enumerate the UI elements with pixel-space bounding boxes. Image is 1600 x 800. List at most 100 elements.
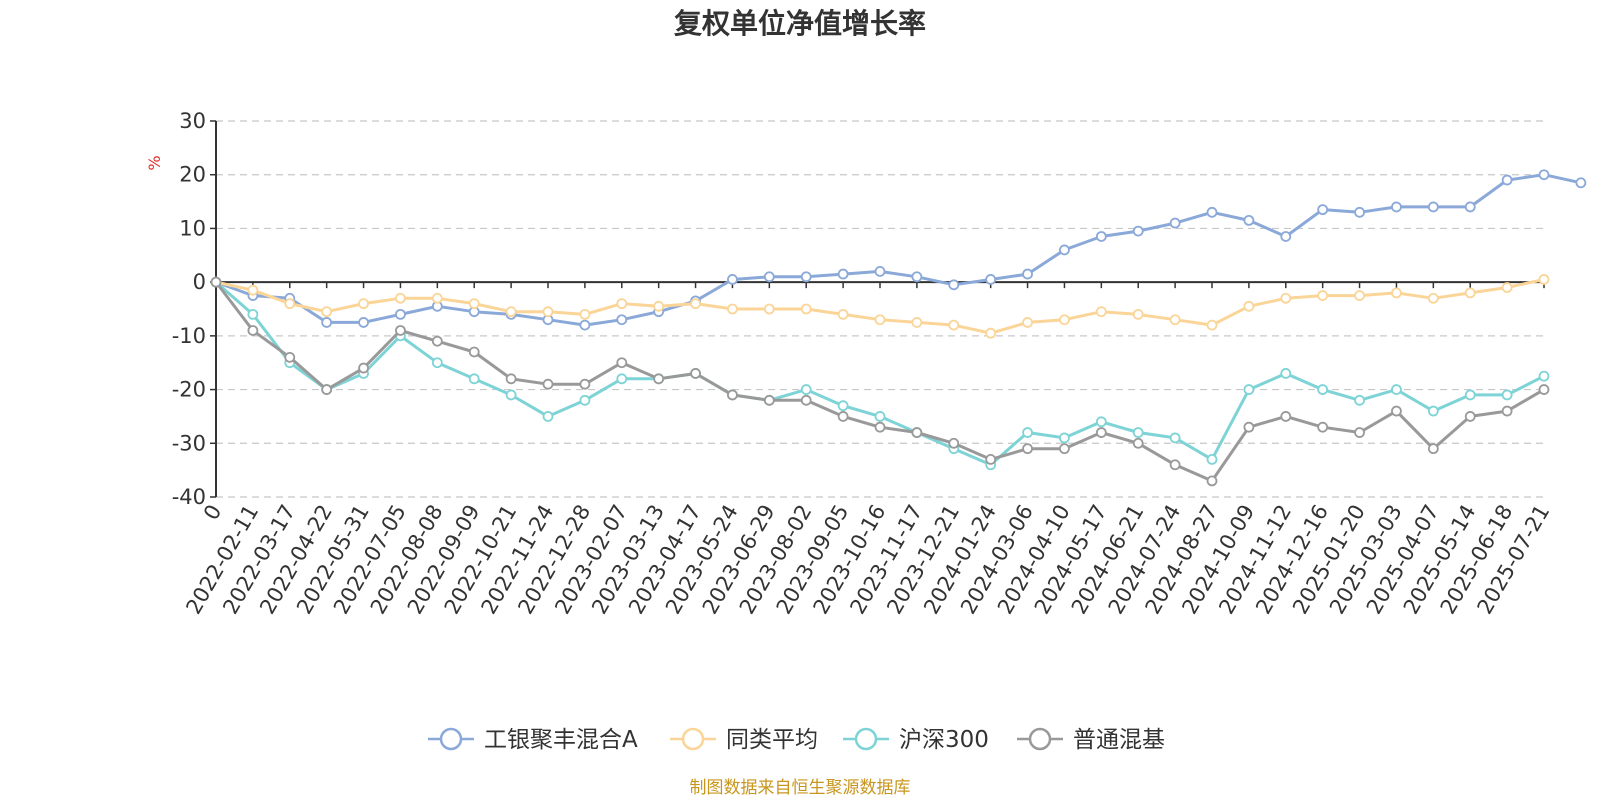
- data-point: [1280, 411, 1292, 422]
- series-lines: [210, 169, 1587, 487]
- y-tick-label: -30: [172, 431, 206, 455]
- data-point: [431, 292, 443, 304]
- data-point: [1169, 217, 1181, 229]
- data-point: [1538, 370, 1550, 382]
- data-point: [1022, 268, 1033, 280]
- legend-circle-icon: [681, 727, 705, 751]
- data-point: [358, 317, 369, 328]
- data-point: [210, 276, 222, 288]
- data-point: [1095, 427, 1107, 438]
- data-point: [985, 453, 997, 465]
- data-point: [1132, 427, 1144, 438]
- legend-label: 沪深300: [899, 727, 989, 753]
- data-point: [321, 317, 333, 328]
- data-point: [1391, 287, 1402, 299]
- data-point: [1427, 443, 1439, 455]
- data-point: [1280, 368, 1292, 379]
- data-point: [616, 373, 628, 385]
- data-point: [763, 303, 775, 315]
- data-point: [1391, 405, 1402, 417]
- data-point: [505, 306, 517, 318]
- data-point: [616, 314, 628, 326]
- y-tick-label: 10: [179, 216, 206, 240]
- data-point: [542, 306, 554, 318]
- data-point: [431, 335, 443, 347]
- data-point: [284, 298, 296, 310]
- data-point: [1280, 231, 1292, 242]
- data-point: [1280, 292, 1292, 304]
- y-axis-unit: %: [145, 155, 164, 170]
- data-point: [948, 437, 960, 449]
- data-point: [1132, 225, 1144, 237]
- data-point: [1059, 432, 1070, 444]
- data-point: [247, 284, 259, 296]
- data-point: [1132, 437, 1144, 449]
- grid-lines: [216, 120, 1544, 498]
- legend-label: 普通混基: [1073, 727, 1165, 753]
- data-point: [321, 306, 333, 318]
- legend-item-2[interactable]: 沪深300: [843, 727, 989, 753]
- data-point: [837, 268, 849, 280]
- data-point: [1427, 201, 1439, 213]
- data-point: [690, 368, 701, 379]
- legend-label: 工银聚丰混合A: [484, 727, 638, 753]
- data-point: [616, 298, 628, 310]
- data-point: [1317, 204, 1329, 216]
- data-point: [1427, 405, 1439, 417]
- y-tick-label: -10: [172, 324, 206, 348]
- data-point: [653, 300, 665, 312]
- data-point: [874, 314, 886, 326]
- legend-item-3[interactable]: 普通混基: [1017, 727, 1165, 753]
- data-point: [1501, 405, 1513, 417]
- data-point: [800, 303, 812, 315]
- data-point: [911, 317, 923, 328]
- data-point: [1501, 389, 1513, 401]
- y-tick-label: 20: [179, 163, 206, 187]
- data-point: [911, 427, 923, 438]
- legend[interactable]: 工银聚丰混合A 同类平均 沪深300 普通混基: [428, 727, 1165, 753]
- legend-label: 同类平均: [726, 727, 818, 753]
- data-point: [1501, 174, 1513, 186]
- data-point: [1059, 443, 1070, 455]
- legend-circle-icon: [854, 727, 878, 751]
- legend-item-0[interactable]: 工银聚丰混合A: [428, 727, 638, 753]
- y-tick-label: 0: [193, 270, 206, 294]
- data-point: [1206, 453, 1218, 465]
- data-point: [395, 325, 406, 336]
- data-point: [1243, 384, 1255, 395]
- data-point: [1391, 384, 1402, 395]
- data-point: [1095, 306, 1107, 318]
- data-point: [727, 303, 738, 315]
- legend-circle-icon: [1028, 727, 1052, 751]
- x-tick-labels: 02022-02-112022-03-172022-04-222022-05-3…: [181, 501, 1554, 619]
- data-point: [1317, 290, 1329, 301]
- chart-title: 复权单位净值增长率: [674, 7, 926, 40]
- data-point: [837, 400, 849, 412]
- data-point: [985, 274, 997, 285]
- data-point: [431, 357, 443, 369]
- data-point: [1059, 244, 1070, 256]
- legend-item-1[interactable]: 同类平均: [670, 727, 818, 753]
- data-point: [616, 357, 628, 369]
- data-point: [1243, 214, 1255, 226]
- data-point: [1391, 201, 1402, 213]
- data-point: [1464, 201, 1476, 213]
- data-point: [1538, 384, 1550, 395]
- data-point: [1022, 317, 1033, 328]
- data-point: [1464, 389, 1476, 401]
- data-point: [395, 292, 406, 304]
- data-point: [1354, 427, 1365, 438]
- data-point: [247, 325, 259, 336]
- data-point: [1354, 290, 1365, 301]
- data-point: [1354, 394, 1365, 406]
- data-point: [579, 394, 591, 406]
- source-note: 制图数据来自恒生聚源数据库: [690, 778, 911, 798]
- data-point: [727, 389, 738, 401]
- series-line-0: [215, 173, 1582, 327]
- data-point: [468, 373, 480, 385]
- data-point: [579, 308, 591, 320]
- data-point: [1538, 169, 1550, 181]
- x-tick-label: 0: [199, 501, 226, 525]
- data-point: [837, 308, 849, 320]
- data-point: [1206, 475, 1218, 487]
